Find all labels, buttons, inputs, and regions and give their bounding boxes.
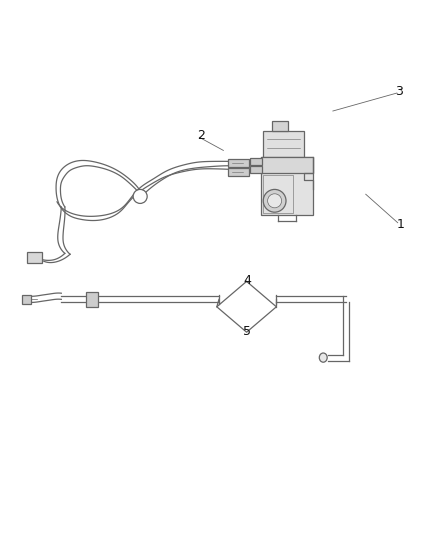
Circle shape xyxy=(268,194,282,208)
Text: 1: 1 xyxy=(397,219,405,231)
Bar xyxy=(228,159,249,167)
Ellipse shape xyxy=(319,353,327,362)
Circle shape xyxy=(133,189,147,204)
Bar xyxy=(250,158,262,165)
Bar xyxy=(86,292,98,307)
Bar xyxy=(261,157,313,173)
Text: 5: 5 xyxy=(244,325,251,338)
Circle shape xyxy=(263,189,286,212)
Text: 4: 4 xyxy=(244,274,251,287)
Bar xyxy=(261,157,313,215)
Text: 3: 3 xyxy=(395,85,403,98)
Bar xyxy=(272,121,288,131)
Bar xyxy=(228,168,249,176)
Text: 2: 2 xyxy=(198,128,205,142)
Bar xyxy=(27,252,42,263)
Bar xyxy=(250,166,262,173)
Bar xyxy=(263,131,304,157)
Bar xyxy=(263,175,293,213)
Bar xyxy=(22,295,31,304)
